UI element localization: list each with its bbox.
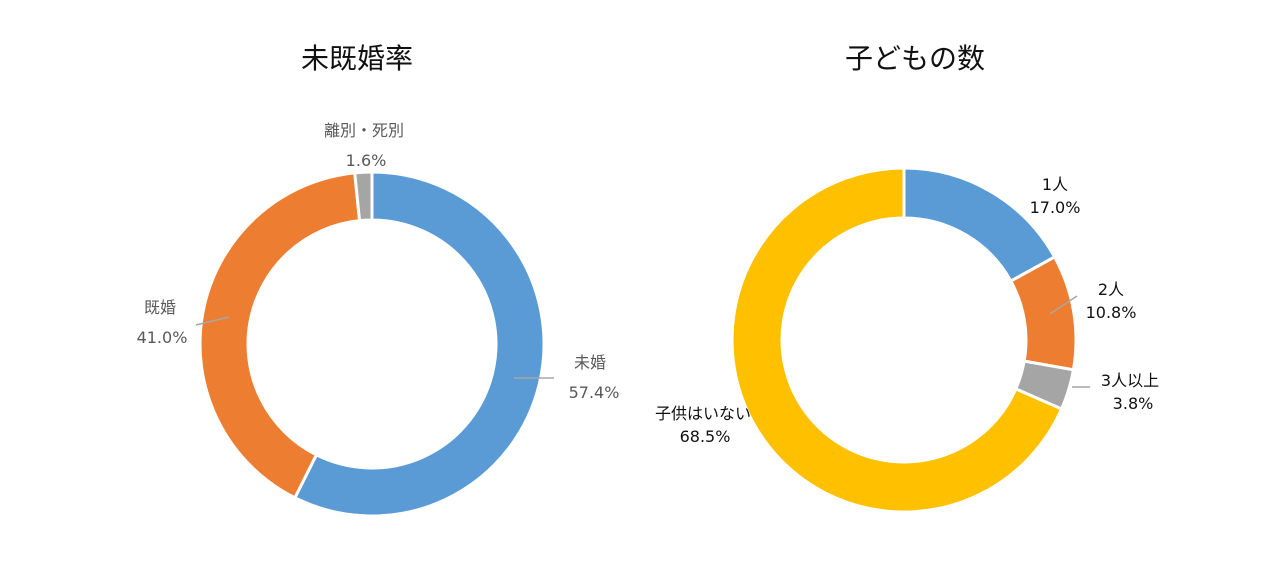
label-name-1-1: 2人 bbox=[1098, 280, 1124, 299]
labels-marital: 未婚 57.4% 既婚 41.0% 離別・死別 1.6% bbox=[137, 121, 620, 402]
slices-children bbox=[730, 166, 1078, 514]
slice-0-1 bbox=[198, 171, 362, 500]
leaders-marital bbox=[195, 316, 554, 379]
chart-title-children: 子どもの数 bbox=[845, 42, 985, 75]
label-value-1-2: 3.8% bbox=[1113, 394, 1154, 413]
label-name-0-0: 未婚 bbox=[574, 353, 606, 372]
label-name-0-1: 既婚 bbox=[144, 298, 176, 317]
label-name-1-3: 子供はいない bbox=[655, 404, 751, 423]
leader-line-0-1 bbox=[195, 316, 230, 326]
slice-0-2 bbox=[353, 170, 374, 223]
label-name-1-2: 3人以上 bbox=[1101, 371, 1159, 390]
slices-marital bbox=[198, 170, 546, 518]
leader-line-1-1 bbox=[1049, 295, 1078, 315]
label-value-1-0: 17.0% bbox=[1030, 198, 1081, 217]
leaders-children bbox=[1049, 295, 1090, 388]
chart-title-marital: 未既婚率 bbox=[301, 42, 413, 75]
label-value-0-1: 41.0% bbox=[137, 328, 188, 347]
label-value-0-2: 1.6% bbox=[346, 151, 387, 170]
chart-children-count: 子どもの数 1人 17.0% 2人 10.8% 3人以上 3.8% 子供はいない 68.5% bbox=[655, 42, 1159, 514]
chart-marital-status: 未既婚率 未婚 57.4% 既婚 41.0% 離別・死別 1.6% bbox=[137, 42, 620, 518]
slice-1-0 bbox=[902, 166, 1057, 284]
label-value-1-3: 68.5% bbox=[680, 427, 731, 446]
label-value-1-1: 10.8% bbox=[1086, 303, 1137, 322]
label-name-0-2: 離別・死別 bbox=[324, 121, 404, 140]
label-value-0-0: 57.4% bbox=[569, 383, 620, 402]
labels-children: 1人 17.0% 2人 10.8% 3人以上 3.8% 子供はいない 68.5% bbox=[655, 175, 1159, 446]
slice-0-0 bbox=[292, 170, 546, 518]
label-name-1-0: 1人 bbox=[1042, 175, 1068, 194]
slice-1-3 bbox=[730, 166, 1064, 514]
